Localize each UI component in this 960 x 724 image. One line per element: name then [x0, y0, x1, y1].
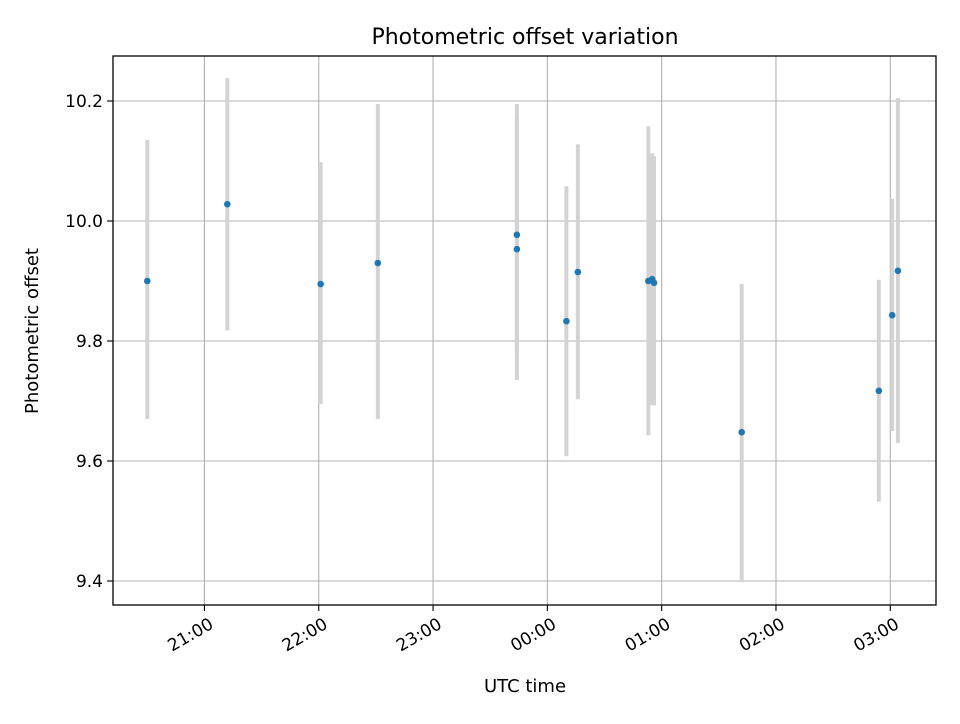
y-tick-label: 9.4	[76, 572, 103, 592]
data-point	[374, 259, 382, 267]
chart-title: Photometric offset variation	[371, 25, 678, 50]
data-point	[224, 200, 231, 208]
data-point	[894, 267, 902, 275]
y-tick-label: 9.8	[76, 332, 103, 352]
grid-lines	[113, 56, 936, 605]
data-point	[875, 387, 883, 395]
data-point	[317, 280, 324, 288]
data-point	[143, 277, 151, 285]
y-tick-label: 10.0	[65, 212, 103, 232]
data-point	[888, 311, 896, 319]
data-point	[650, 279, 658, 287]
data-points	[143, 200, 902, 436]
y-tick-label: 9.6	[76, 452, 103, 472]
data-point	[563, 317, 570, 325]
plot-frame	[112, 55, 937, 606]
data-point	[513, 231, 521, 239]
y-axis-label: Photometric offset	[22, 248, 43, 414]
x-axis-label: UTC time	[484, 676, 566, 697]
data-point	[574, 268, 582, 276]
y-tick-label: 10.2	[65, 92, 103, 112]
data-point	[513, 245, 521, 253]
data-point	[738, 428, 745, 436]
